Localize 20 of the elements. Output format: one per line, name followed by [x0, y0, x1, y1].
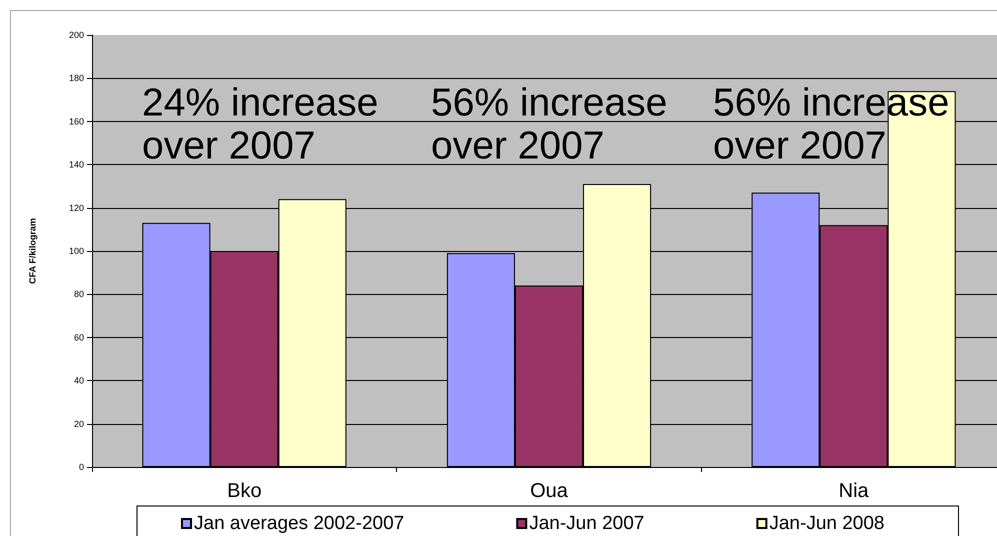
- y-tick-label: 80: [74, 289, 84, 300]
- y-tick-label: 180: [68, 73, 84, 84]
- legend-label: Jan averages 2002-2007: [194, 513, 404, 534]
- y-tick-label: 100: [68, 246, 84, 256]
- annotation: 24% increase over 2007: [142, 81, 390, 168]
- y-tick-label: 160: [68, 116, 84, 126]
- annotation: 56% increase over 2007: [431, 81, 678, 168]
- y-tick-label: 140: [68, 160, 84, 170]
- legend-label: Jan-Jun 2008: [769, 513, 885, 534]
- y-axis-title: CFA F/kilogram: [28, 218, 38, 284]
- y-tick-label: 40: [74, 376, 84, 386]
- y-tick-label: 0: [78, 462, 84, 472]
- legend-label: Jan-Jun 2007: [529, 513, 644, 534]
- y-tick-label: 20: [74, 418, 84, 429]
- x-tick-label: Bko: [227, 480, 262, 502]
- y-tick-label: 200: [68, 30, 84, 40]
- x-tick-label: Oua: [530, 480, 569, 502]
- y-tick-label: 60: [74, 332, 84, 342]
- y-tick-label: 120: [68, 202, 84, 213]
- x-tick-label: Nia: [838, 480, 870, 502]
